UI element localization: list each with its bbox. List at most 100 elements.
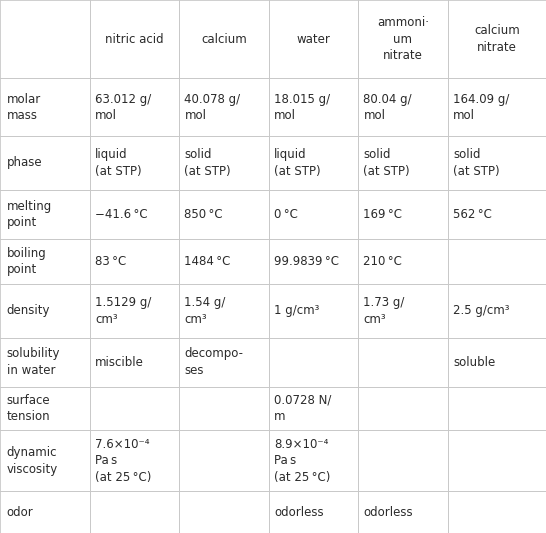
- Text: 80.04 g/
mol: 80.04 g/ mol: [364, 93, 412, 122]
- Text: −41.6 °C: −41.6 °C: [95, 208, 147, 221]
- Text: density: density: [7, 304, 50, 317]
- Text: 8.9×10⁻⁴
Pa s
(at 25 °C): 8.9×10⁻⁴ Pa s (at 25 °C): [274, 438, 330, 484]
- Text: phase: phase: [7, 157, 42, 169]
- Text: 210 °C: 210 °C: [364, 255, 402, 268]
- Bar: [448, 239, 546, 284]
- Text: surface
tension: surface tension: [7, 394, 50, 423]
- Text: nitric acid: nitric acid: [105, 33, 164, 46]
- Text: 562 °C: 562 °C: [453, 208, 492, 221]
- Text: liquid
(at STP): liquid (at STP): [274, 148, 321, 177]
- Bar: [448, 190, 546, 239]
- Bar: [0, 284, 90, 337]
- Bar: [0, 239, 90, 284]
- Bar: [179, 284, 269, 337]
- Bar: [358, 78, 448, 136]
- Text: 0 °C: 0 °C: [274, 208, 298, 221]
- Text: 99.9839 °C: 99.9839 °C: [274, 255, 339, 268]
- Bar: [0, 136, 90, 190]
- Text: molar
mass: molar mass: [7, 93, 41, 122]
- Text: boiling
point: boiling point: [7, 247, 46, 276]
- Text: 18.015 g/
mol: 18.015 g/ mol: [274, 93, 330, 122]
- Text: solid
(at STP): solid (at STP): [453, 148, 500, 177]
- Bar: [0, 430, 90, 491]
- Bar: [0, 491, 90, 533]
- Bar: [448, 491, 546, 533]
- Text: calcium
nitrate: calcium nitrate: [474, 25, 520, 54]
- Bar: [0, 190, 90, 239]
- Bar: [269, 284, 358, 337]
- Text: decompo-
ses: decompo- ses: [185, 348, 244, 377]
- Bar: [358, 136, 448, 190]
- Text: odorless: odorless: [364, 506, 413, 519]
- Bar: [90, 136, 179, 190]
- Bar: [448, 430, 546, 491]
- Text: odor: odor: [7, 506, 33, 519]
- Text: water: water: [296, 33, 330, 46]
- Bar: [269, 0, 358, 78]
- Text: miscible: miscible: [95, 356, 144, 369]
- Bar: [448, 136, 546, 190]
- Bar: [269, 430, 358, 491]
- Bar: [358, 0, 448, 78]
- Text: dynamic
viscosity: dynamic viscosity: [7, 446, 58, 475]
- Text: 63.012 g/
mol: 63.012 g/ mol: [95, 93, 151, 122]
- Bar: [448, 0, 546, 78]
- Bar: [358, 284, 448, 337]
- Text: odorless: odorless: [274, 506, 324, 519]
- Bar: [90, 387, 179, 430]
- Text: 169 °C: 169 °C: [364, 208, 402, 221]
- Text: 1.73 g/
cm³: 1.73 g/ cm³: [364, 296, 405, 326]
- Bar: [90, 78, 179, 136]
- Text: liquid
(at STP): liquid (at STP): [95, 148, 141, 177]
- Bar: [358, 430, 448, 491]
- Bar: [448, 387, 546, 430]
- Bar: [179, 337, 269, 387]
- Bar: [358, 491, 448, 533]
- Bar: [269, 491, 358, 533]
- Bar: [358, 387, 448, 430]
- Bar: [90, 430, 179, 491]
- Text: solid
(at STP): solid (at STP): [364, 148, 410, 177]
- Bar: [269, 387, 358, 430]
- Text: 0.0728 N/
m: 0.0728 N/ m: [274, 394, 331, 423]
- Bar: [448, 78, 546, 136]
- Bar: [179, 387, 269, 430]
- Text: 850 °C: 850 °C: [185, 208, 223, 221]
- Text: 1.5129 g/
cm³: 1.5129 g/ cm³: [95, 296, 151, 326]
- Text: 1484 °C: 1484 °C: [185, 255, 231, 268]
- Text: 40.078 g/
mol: 40.078 g/ mol: [185, 93, 241, 122]
- Text: 7.6×10⁻⁴
Pa s
(at 25 °C): 7.6×10⁻⁴ Pa s (at 25 °C): [95, 438, 151, 484]
- Bar: [269, 78, 358, 136]
- Bar: [269, 239, 358, 284]
- Bar: [179, 491, 269, 533]
- Bar: [179, 136, 269, 190]
- Bar: [358, 190, 448, 239]
- Bar: [90, 190, 179, 239]
- Bar: [448, 284, 546, 337]
- Bar: [0, 0, 90, 78]
- Bar: [358, 337, 448, 387]
- Text: melting
point: melting point: [7, 199, 52, 229]
- Text: soluble: soluble: [453, 356, 495, 369]
- Bar: [90, 239, 179, 284]
- Text: ammoni·
um
nitrate: ammoni· um nitrate: [377, 16, 429, 62]
- Bar: [0, 387, 90, 430]
- Bar: [269, 337, 358, 387]
- Text: solid
(at STP): solid (at STP): [185, 148, 231, 177]
- Bar: [358, 239, 448, 284]
- Bar: [90, 337, 179, 387]
- Text: 164.09 g/
mol: 164.09 g/ mol: [453, 93, 509, 122]
- Bar: [179, 239, 269, 284]
- Bar: [0, 337, 90, 387]
- Text: solubility
in water: solubility in water: [7, 348, 60, 377]
- Text: 2.5 g/cm³: 2.5 g/cm³: [453, 304, 509, 317]
- Bar: [179, 190, 269, 239]
- Bar: [269, 136, 358, 190]
- Bar: [448, 337, 546, 387]
- Bar: [179, 430, 269, 491]
- Text: 1.54 g/
cm³: 1.54 g/ cm³: [185, 296, 226, 326]
- Text: 83 °C: 83 °C: [95, 255, 126, 268]
- Bar: [90, 0, 179, 78]
- Text: 1 g/cm³: 1 g/cm³: [274, 304, 319, 317]
- Bar: [179, 0, 269, 78]
